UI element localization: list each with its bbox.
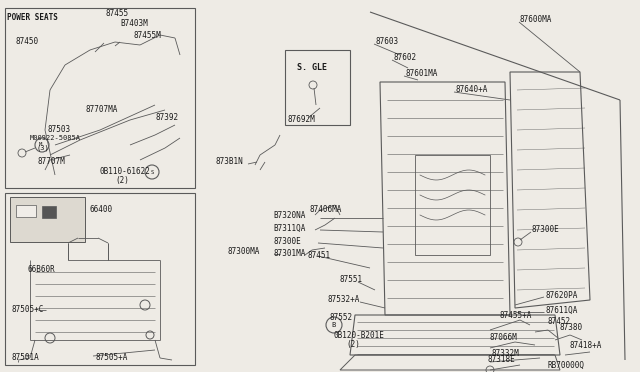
Text: B7311QA: B7311QA (273, 224, 305, 232)
Text: 87503: 87503 (47, 125, 70, 135)
Text: 87380: 87380 (560, 324, 583, 333)
Bar (16, 205, 36, 217)
Text: 87318E: 87318E (488, 356, 516, 365)
Text: 87620PA: 87620PA (545, 291, 577, 299)
Text: 87505+A: 87505+A (95, 353, 127, 362)
Text: 87455M: 87455M (133, 32, 161, 41)
Text: 873B1N: 873B1N (215, 157, 243, 167)
Text: 87450: 87450 (16, 38, 39, 46)
Text: POWER SEATS: POWER SEATS (7, 13, 58, 22)
Text: 87600MA: 87600MA (520, 16, 552, 25)
Text: B: B (332, 322, 336, 328)
Text: 87455: 87455 (105, 10, 128, 19)
Text: 87532+A: 87532+A (328, 295, 360, 305)
Text: M: M (38, 142, 42, 148)
Text: 87692M: 87692M (288, 115, 316, 125)
Bar (5, 193, 195, 365)
Text: 87611QA: 87611QA (545, 305, 577, 314)
Text: 87551: 87551 (340, 276, 363, 285)
Text: 87603: 87603 (375, 38, 398, 46)
Bar (415, 155, 490, 255)
Text: 87501A: 87501A (12, 353, 40, 362)
Text: RB70000Q: RB70000Q (548, 360, 585, 369)
Text: (2): (2) (346, 340, 360, 350)
Text: 87707MA: 87707MA (85, 106, 117, 115)
Text: 0B110-61622: 0B110-61622 (100, 167, 151, 176)
Text: 87452: 87452 (548, 317, 571, 327)
Text: 87392: 87392 (155, 113, 178, 122)
Text: 87601MA: 87601MA (405, 70, 437, 78)
Text: 87451: 87451 (308, 251, 331, 260)
Text: 87300E: 87300E (273, 237, 301, 246)
Bar (285, 50, 350, 125)
Text: (2): (2) (115, 176, 129, 185)
Text: 87505+C: 87505+C (12, 305, 44, 314)
Text: M00922-5085A: M00922-5085A (30, 135, 81, 141)
Text: 87406MA: 87406MA (310, 205, 342, 215)
Bar (42, 206, 56, 218)
Text: 87552: 87552 (330, 314, 353, 323)
Text: (3): (3) (36, 145, 49, 151)
Text: 87455+A: 87455+A (500, 311, 532, 320)
Text: 87300MA: 87300MA (228, 247, 260, 257)
Text: 87066M: 87066M (490, 334, 518, 343)
Text: 87602: 87602 (393, 54, 416, 62)
Text: 87300E: 87300E (532, 225, 560, 234)
Text: S: S (150, 170, 154, 174)
Text: B7320NA: B7320NA (273, 211, 305, 219)
Bar (10, 197, 85, 242)
Text: 87301MA: 87301MA (273, 250, 305, 259)
Text: 87707M: 87707M (38, 157, 66, 167)
Text: 66B60R: 66B60R (28, 266, 56, 275)
Text: 66400: 66400 (90, 205, 113, 215)
Text: 87418+A: 87418+A (570, 340, 602, 350)
Text: 0B120-B201E: 0B120-B201E (334, 330, 385, 340)
Text: B7403M: B7403M (120, 19, 148, 29)
Text: S. GLE: S. GLE (297, 64, 327, 73)
Bar (5, 8, 195, 188)
Text: 87332M: 87332M (492, 350, 520, 359)
Text: 87640+A: 87640+A (455, 86, 488, 94)
